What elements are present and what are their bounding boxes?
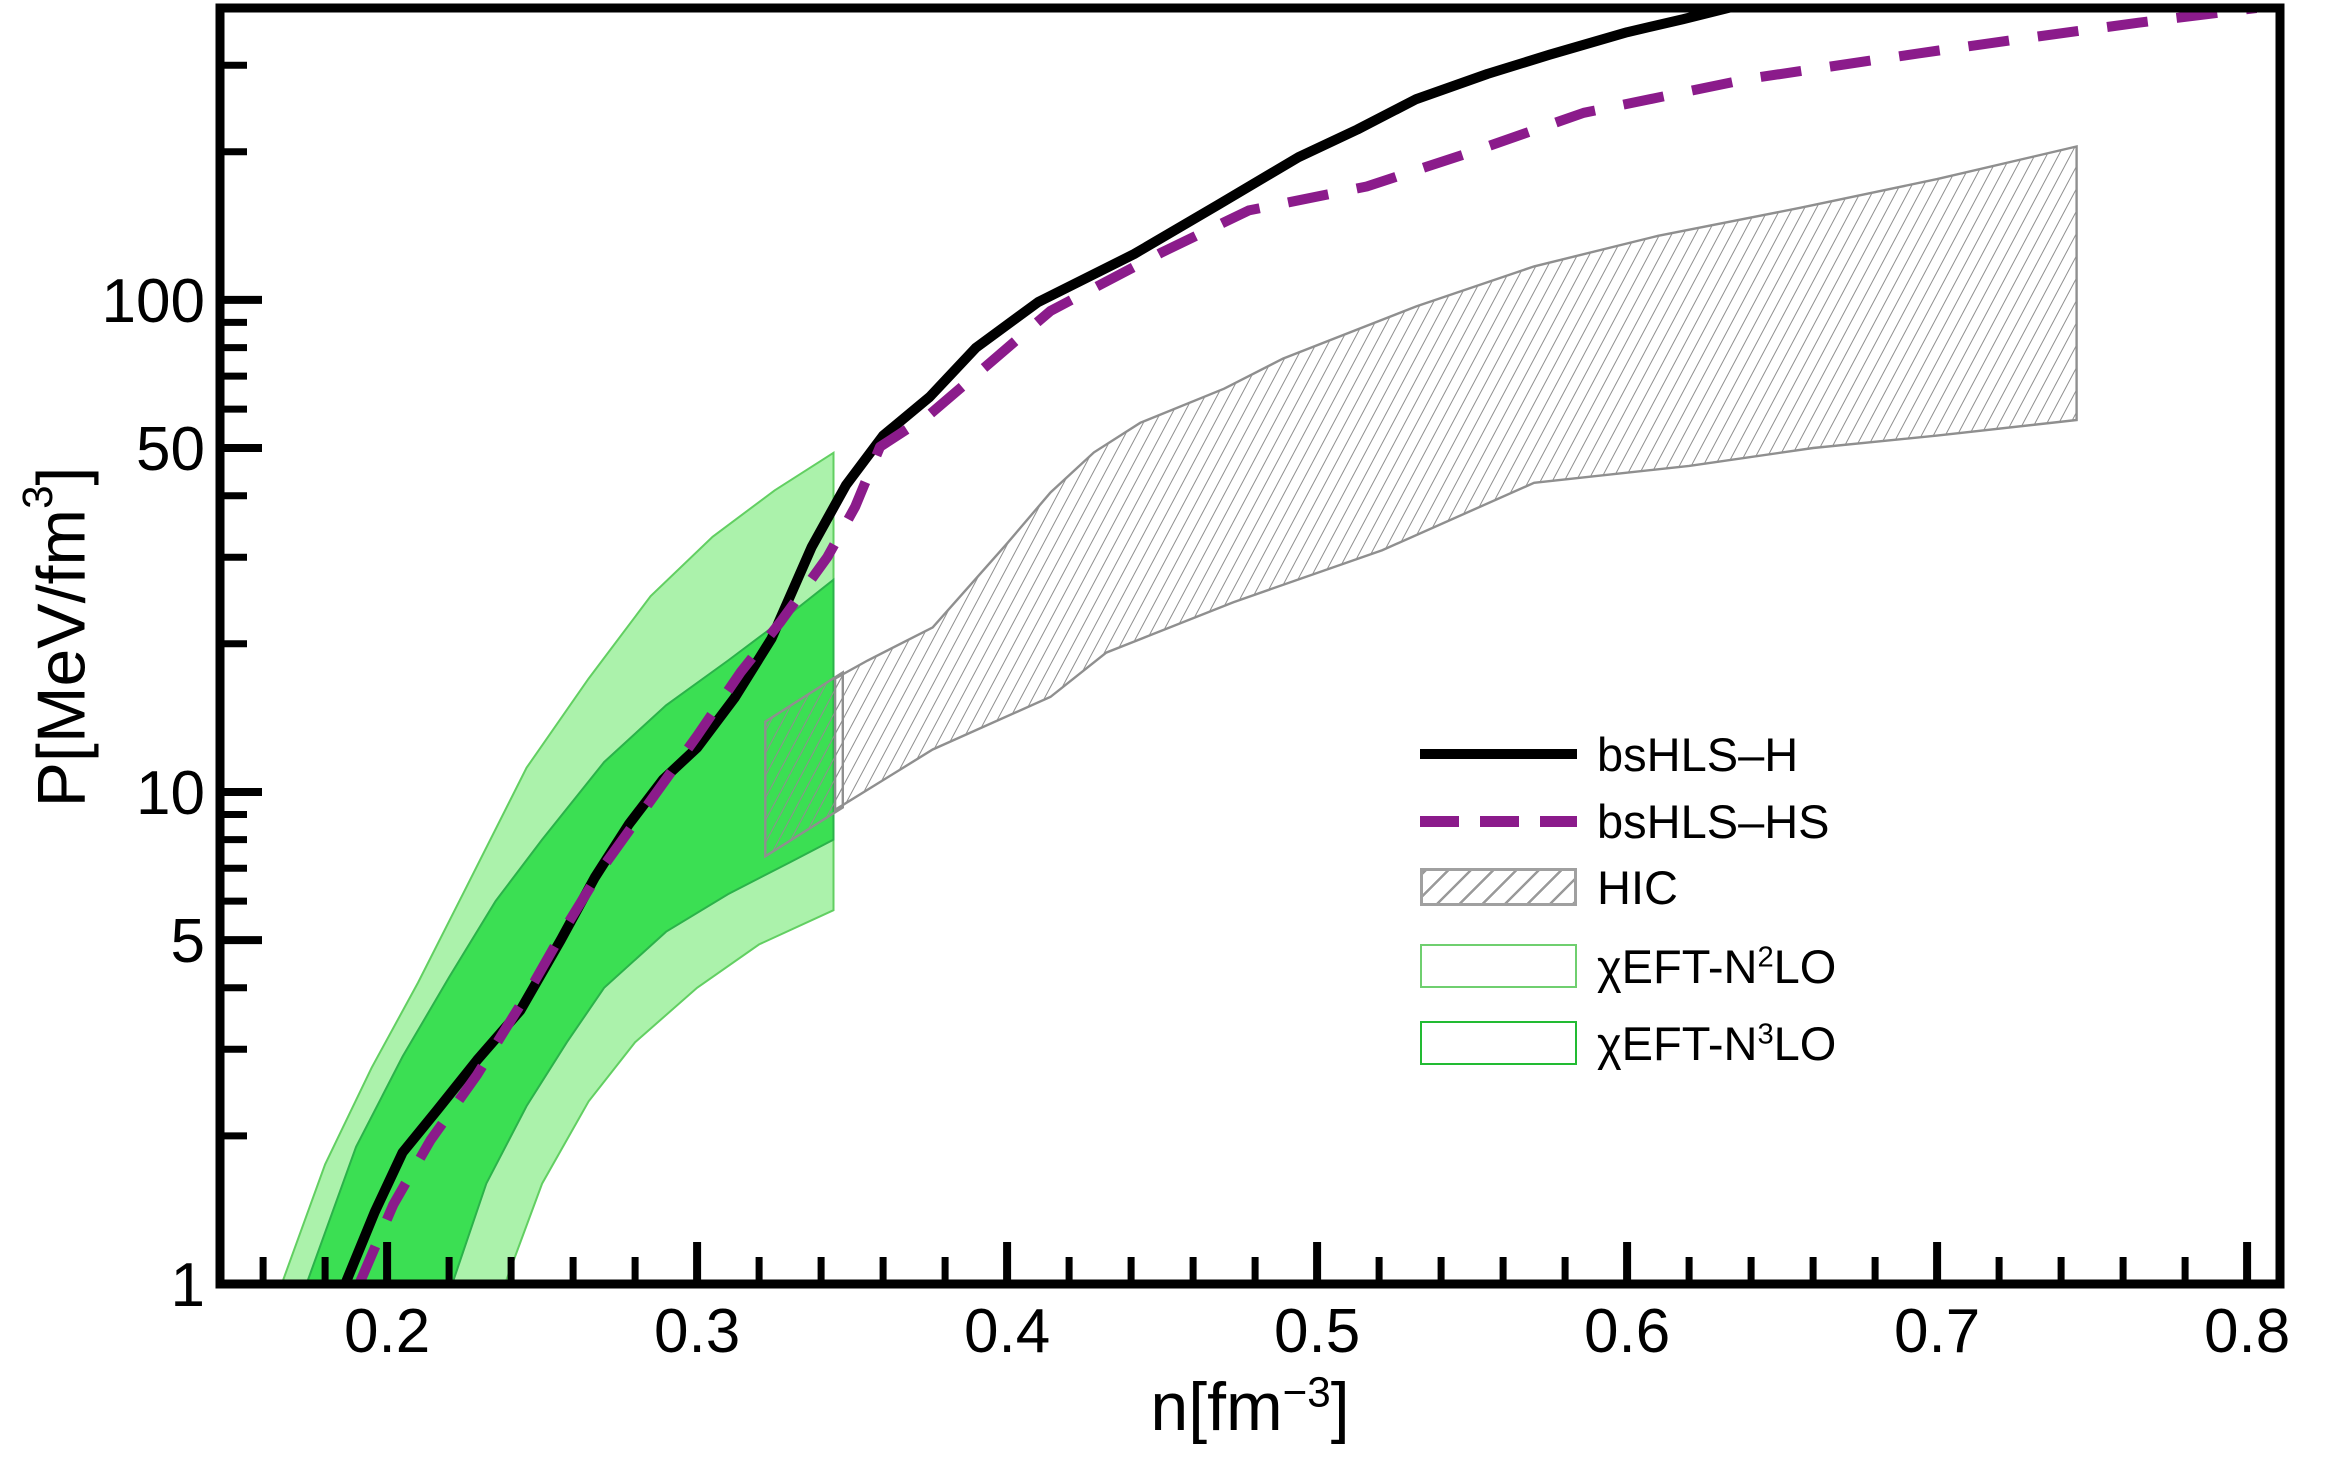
legend-label-post: LO (1773, 1016, 1837, 1070)
chieft-bands-layer (280, 450, 835, 1284)
x-tick-label: 0.3 (654, 1297, 740, 1366)
x-axis-title-close: ] (1330, 1369, 1350, 1445)
legend-swatch-n2lo-icon (1420, 944, 1577, 988)
legend-label-text: χEFT-N (1597, 939, 1758, 993)
legend-label: χEFT-N2LO (1597, 939, 1836, 994)
legend-label-sup: 3 (1757, 1017, 1774, 1050)
legend-label: bsHLS–HS (1597, 794, 1830, 849)
legend-label: HIC (1597, 860, 1678, 915)
legend-item-bshls-h: bsHLS–H (1420, 727, 1798, 782)
region-hic-small (764, 670, 844, 859)
legend-swatch-dashed-line-icon (1420, 815, 1577, 827)
curve-bshls-hs (354, 8, 2258, 1284)
legend-label-post: LO (1773, 939, 1837, 993)
legend-label-text: HIC (1597, 860, 1678, 914)
y-tick-label: 50 (136, 415, 205, 484)
y-axis-title-close: ] (23, 466, 100, 486)
x-tick-label: 0.7 (1894, 1297, 1980, 1366)
region-hic-main (833, 144, 2078, 812)
legend-label-text: bsHLS–HS (1597, 794, 1830, 848)
y-tick-label: 10 (136, 759, 205, 828)
legend-swatch-solid-line-icon (1420, 749, 1577, 759)
x-tick-label: 0.4 (964, 1297, 1050, 1366)
x-tick-label: 0.6 (1584, 1297, 1670, 1366)
legend-label: χEFT-N3LO (1597, 1016, 1836, 1071)
y-axis-title-sup: 3 (14, 485, 61, 509)
legend-item-chieft-n3lo: χEFT-N3LO (1420, 1016, 1836, 1071)
eos-curves-layer (340, 8, 2258, 1284)
y-tick-label: 5 (171, 907, 205, 976)
x-tick-label: 0.5 (1274, 1297, 1360, 1366)
legend-label-text: χEFT-N (1597, 1016, 1758, 1070)
axes-ticks-layer: 0.2 0.3 0.4 0.5 0.6 0.7 0.8 1 5 10 50 100 (102, 61, 2290, 1366)
x-axis-title-text: n[fm (1150, 1369, 1283, 1445)
legend-item-hic: HIC (1420, 860, 1678, 915)
x-axis-title: n[fm−3] (220, 1368, 2280, 1446)
x-tick-label: 0.2 (344, 1297, 430, 1366)
y-tick-label: 1 (171, 1251, 205, 1320)
y-tick-label: 100 (102, 267, 205, 336)
legend-item-bshls-hs: bsHLS–HS (1420, 794, 1830, 849)
legend-swatch-hatch-icon (1420, 868, 1577, 906)
legend-label-text: bsHLS–H (1597, 727, 1799, 781)
legend-item-chieft-n2lo: χEFT-N2LO (1420, 939, 1836, 994)
x-axis-title-sup: −3 (1282, 1368, 1331, 1416)
plot-frame (215, 3, 2285, 1289)
y-axis-title-text: P[MeV/fm (23, 508, 100, 808)
x-tick-label: 0.8 (2204, 1297, 2290, 1366)
y-axis-title: P[MeV/fm3] (14, 467, 101, 808)
legend-swatch-n3lo-icon (1420, 1021, 1577, 1065)
legend-label-sup: 2 (1757, 940, 1774, 973)
hic-hatch-layer (764, 144, 2078, 859)
legend-label: bsHLS–H (1597, 727, 1798, 782)
